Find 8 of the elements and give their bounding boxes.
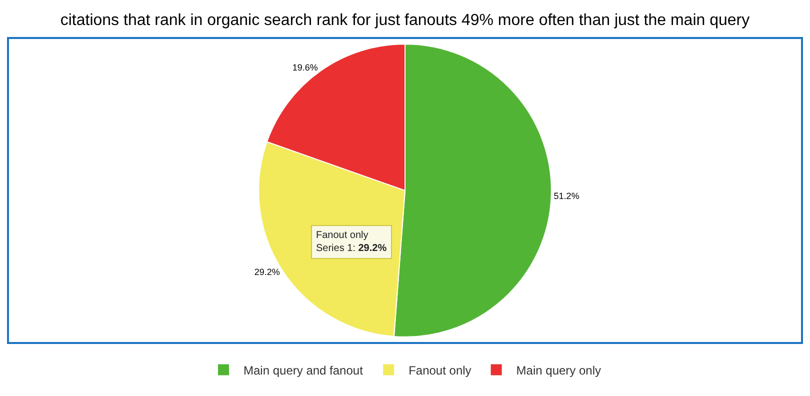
data-label: 29.2%: [254, 266, 280, 277]
legend-label: Main query and fanout: [244, 363, 364, 378]
legend-label: Fanout only: [408, 363, 472, 378]
chart-title: citations that rank in organic search rank for just fanouts 49% more often than just the main query: [60, 12, 750, 30]
data-label: 51.2%: [554, 191, 580, 202]
text: Fanout only Series 1: 29.2%: [316, 230, 387, 254]
legend-label: Main query only: [516, 363, 602, 378]
data-label: 19.6%: [292, 62, 318, 73]
